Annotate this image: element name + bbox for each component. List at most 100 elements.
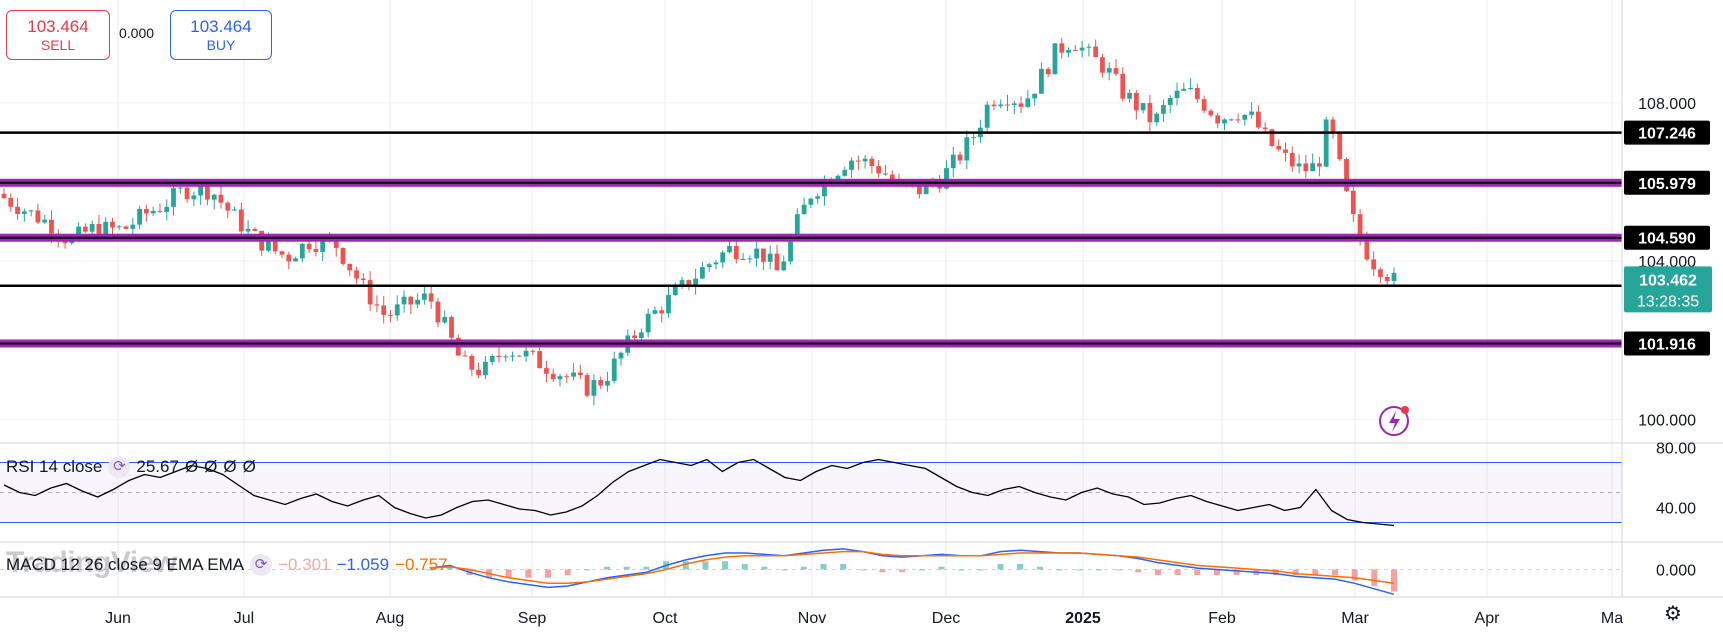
candle-body	[1133, 92, 1139, 111]
candle-body	[360, 278, 366, 281]
candle-body	[496, 356, 502, 358]
candle-body	[889, 174, 895, 181]
candle-body	[157, 210, 163, 212]
time-axis-label: 2025	[1065, 610, 1101, 627]
candle-body	[313, 249, 319, 252]
countdown-label: 13:28:35	[1637, 293, 1699, 310]
candle-body	[354, 270, 359, 279]
candle-body	[394, 304, 400, 316]
candle-body	[225, 202, 231, 211]
candle-body	[781, 261, 787, 271]
sell-label: SELL	[40, 36, 76, 53]
candle-body	[1215, 115, 1221, 124]
macd-histogram-bar	[1391, 569, 1397, 592]
time-axis-label: Aug	[376, 610, 404, 627]
candle-body	[577, 372, 583, 376]
last-price-label: 103.462	[1639, 272, 1697, 289]
candle-body	[340, 247, 346, 264]
settings-gear-icon[interactable]: ⚙	[1664, 603, 1682, 625]
sell-button[interactable]: 103.464 SELL	[6, 10, 110, 60]
macd-histogram-bar	[840, 564, 847, 570]
rsi-empty-value: Ø	[184, 457, 199, 476]
cycle-icon[interactable]: ⟳	[250, 554, 273, 576]
chart-icons	[1379, 406, 1409, 436]
candle-body	[15, 206, 20, 214]
macd-histogram-bar	[1076, 569, 1083, 571]
candle-body	[1262, 127, 1268, 130]
candle-body	[1364, 238, 1370, 260]
candle-body	[984, 104, 990, 128]
candle-body	[1384, 276, 1390, 281]
macd-histogram-bar	[918, 569, 925, 571]
candle-body	[476, 369, 482, 376]
candle-body	[652, 310, 658, 314]
candle-body	[1086, 46, 1092, 48]
cycle-icon[interactable]: ⟳	[108, 456, 131, 478]
candle-body	[1255, 111, 1261, 128]
candle-body	[1344, 158, 1349, 191]
candle-body	[849, 160, 854, 170]
price-level-label: 107.246	[1638, 126, 1696, 143]
rsi-legend[interactable]: RSI 14 close ⟳ 25.67 Ø Ø Ø Ø	[6, 456, 256, 478]
candle-body	[462, 355, 468, 357]
candle-body	[1127, 92, 1132, 99]
macd-histogram-bar	[1371, 569, 1378, 586]
candle-body	[164, 206, 170, 212]
candle-body	[1235, 119, 1241, 121]
candle-body	[42, 219, 48, 223]
macd-histogram-bar	[820, 564, 827, 570]
candle-body	[96, 224, 102, 238]
candle-body	[401, 296, 407, 305]
candle-body	[1222, 119, 1227, 124]
candle-body	[137, 209, 143, 225]
candle-body	[788, 237, 793, 262]
candle-body	[659, 310, 665, 314]
macd-histogram-bar	[702, 561, 709, 570]
rsi-line	[3, 458, 1395, 527]
candle-body	[916, 183, 922, 195]
macd-histogram-bar	[545, 569, 552, 578]
candle-body	[713, 262, 719, 265]
candle-body	[205, 185, 210, 200]
macd-legend[interactable]: MACD 12 26 close 9 EMA EMA ⟳ −0.301 −1.0…	[6, 554, 448, 576]
candle-body	[1106, 68, 1112, 73]
candle-body	[1025, 98, 1031, 107]
candle-body	[666, 295, 671, 314]
macd-histogram-bar	[859, 569, 866, 571]
spread-value: 0.000	[119, 25, 155, 41]
candle-body	[699, 267, 705, 279]
candle-body	[1100, 57, 1105, 73]
candle-body	[605, 380, 610, 386]
time-axis-label: Oct	[653, 610, 678, 627]
price-level-label: 105.979	[1638, 176, 1696, 193]
candle-body	[544, 368, 549, 374]
candle-body	[537, 351, 543, 369]
candle-body	[1357, 214, 1363, 239]
price-level-tag	[1624, 120, 1710, 145]
candle-body	[415, 299, 421, 305]
price-levels	[0, 131, 1622, 348]
candle-body	[76, 226, 81, 237]
buy-button[interactable]: 103.464 BUY	[170, 10, 272, 60]
candle-body	[598, 379, 604, 386]
candle-body	[1391, 272, 1397, 281]
macd-histogram-bar	[1154, 569, 1161, 575]
candle-body	[1208, 110, 1214, 116]
candle-body	[421, 293, 427, 300]
candle-body	[191, 195, 197, 200]
rsi-empty-value: Ø	[204, 457, 218, 476]
candle-body	[428, 293, 434, 302]
candle-body	[591, 379, 597, 396]
candle-body	[645, 313, 651, 333]
candle-body	[1378, 269, 1383, 277]
macd-histogram-bar	[1312, 569, 1319, 575]
candle-body	[523, 350, 529, 357]
candle-body	[883, 173, 888, 175]
rsi-pane	[0, 458, 1622, 527]
candle-body	[815, 196, 821, 199]
candle-body	[550, 373, 556, 380]
candle-body	[272, 240, 278, 252]
price-level-tag	[1624, 170, 1710, 195]
